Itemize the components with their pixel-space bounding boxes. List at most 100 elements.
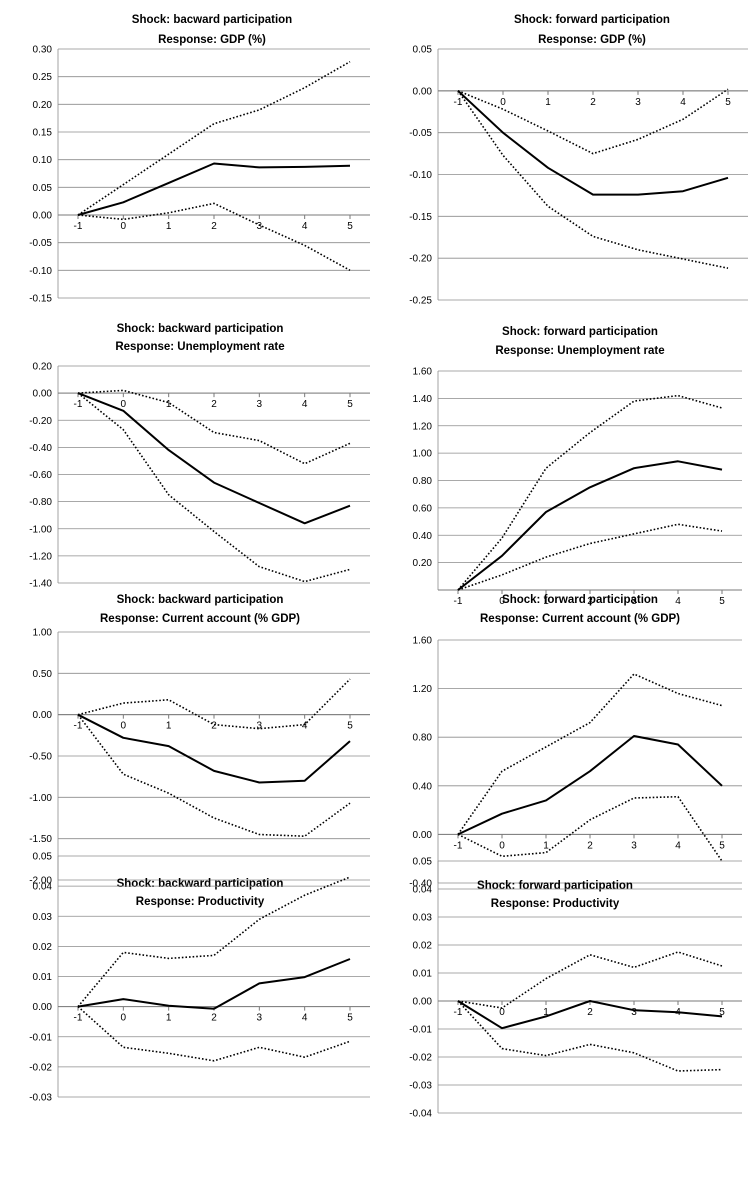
x-tick-label: -1 xyxy=(74,1013,83,1024)
series-line-confidence-band xyxy=(457,673,723,835)
x-tick-label: 1 xyxy=(166,721,172,732)
y-tick-label: 0.02 xyxy=(33,942,53,953)
x-tick-label: -1 xyxy=(74,721,83,732)
x-tick-label: 4 xyxy=(302,721,308,732)
chart-subtitle: Response: Unemployment rate xyxy=(115,341,284,353)
y-tick-label: -0.10 xyxy=(29,266,52,277)
chart-2: Shock: forward participation Response: GD… xyxy=(409,14,748,307)
series-line-estimate xyxy=(77,713,351,784)
series-line-confidence-band xyxy=(457,523,723,591)
x-tick-label: 2 xyxy=(211,721,217,732)
y-tick-label: 0.00 xyxy=(33,1002,53,1013)
x-tick-label: 1 xyxy=(166,221,172,232)
chart-subtitle: Response: Productivity xyxy=(136,896,265,908)
y-tick-label: -0.40 xyxy=(409,879,432,890)
x-tick-label: 3 xyxy=(257,399,263,410)
chart-subtitle: Response: Productivity xyxy=(491,898,620,910)
x-tick-label: 3 xyxy=(257,721,263,732)
x-tick-label: 3 xyxy=(257,221,263,232)
y-tick-label: -0.05 xyxy=(409,128,432,139)
y-tick-label: 0.02 xyxy=(413,941,433,952)
x-tick-label: 2 xyxy=(211,221,217,232)
y-tick-label: 0.00 xyxy=(33,211,53,222)
x-tick-label: 1 xyxy=(545,97,551,108)
chart-subtitle: Response: GDP (%) xyxy=(158,34,266,46)
x-tick-label: 0 xyxy=(499,1007,505,1018)
x-tick-label: 0 xyxy=(121,221,127,232)
chart-6: Shock: forward participation Response: Cu… xyxy=(409,594,742,890)
x-tick-label: 0 xyxy=(121,399,127,410)
x-tick-label: 3 xyxy=(631,1007,637,1018)
y-tick-label: -0.02 xyxy=(29,1062,52,1073)
chart-subtitle: Response: GDP (%) xyxy=(538,34,646,46)
x-tick-label: 3 xyxy=(257,1013,263,1024)
y-tick-label: -0.80 xyxy=(29,497,52,508)
y-tick-label: -1.50 xyxy=(29,834,52,845)
x-tick-label: -1 xyxy=(454,840,463,851)
x-tick-label: 2 xyxy=(587,1007,593,1018)
chart-1: Shock: bacward participation Response: GD… xyxy=(29,14,370,305)
y-tick-label: 0.80 xyxy=(413,476,433,487)
series-line-estimate xyxy=(77,958,351,1010)
y-tick-label: -0.60 xyxy=(29,470,52,481)
y-tick-label: 0.30 xyxy=(33,45,53,56)
y-tick-label: 1.60 xyxy=(413,367,433,378)
y-tick-label: 0.60 xyxy=(413,503,433,514)
y-tick-label: 1.00 xyxy=(33,628,53,639)
chart-title: Shock: backward participation xyxy=(117,878,284,890)
y-tick-label: 0.00 xyxy=(413,997,433,1008)
series-line-estimate xyxy=(457,735,723,836)
y-tick-label: -2.00 xyxy=(29,876,52,887)
chart-title: Shock: backward participation xyxy=(117,594,284,606)
x-tick-label: 5 xyxy=(719,1007,725,1018)
x-tick-label: 1 xyxy=(543,596,549,607)
y-tick-label: -0.50 xyxy=(29,752,52,763)
y-tick-label: -0.01 xyxy=(29,1032,52,1043)
y-tick-label: -1.40 xyxy=(29,579,52,590)
y-tick-label: -1.20 xyxy=(29,551,52,562)
x-tick-label: 2 xyxy=(211,399,217,410)
y-tick-label: -0.25 xyxy=(409,296,432,307)
x-tick-label: -1 xyxy=(74,399,83,410)
y-tick-label: 0.05 xyxy=(413,45,433,56)
series-line-confidence-band xyxy=(77,1006,351,1062)
y-tick-label: -0.20 xyxy=(29,416,52,427)
x-tick-label: -1 xyxy=(74,221,83,232)
chart-title: Shock: forward participation xyxy=(502,594,658,606)
y-tick-label: -0.03 xyxy=(29,1093,52,1104)
x-tick-label: 0 xyxy=(121,721,127,732)
y-tick-label: -0.03 xyxy=(409,1081,432,1092)
y-tick-label: 0.40 xyxy=(413,781,433,792)
x-tick-label: 0 xyxy=(121,1013,127,1024)
y-tick-label: 0.20 xyxy=(33,100,53,111)
x-tick-label: 1 xyxy=(166,399,172,410)
y-tick-label: 0.03 xyxy=(33,912,53,923)
chart-3: Shock: backward participation Response: U… xyxy=(29,323,370,590)
x-tick-label: 1 xyxy=(166,1013,172,1024)
y-tick-label: -0.40 xyxy=(29,443,52,454)
y-tick-label: 1.20 xyxy=(413,684,433,695)
y-tick-label: 0.05 xyxy=(33,183,53,194)
x-tick-label: 5 xyxy=(347,221,353,232)
x-tick-label: 4 xyxy=(675,840,681,851)
series-line-confidence-band xyxy=(77,678,351,730)
chart-subtitle: Response: Current account (% GDP) xyxy=(100,613,300,625)
y-tick-label: 0.50 xyxy=(33,669,53,680)
y-tick-label: 0.20 xyxy=(413,558,433,569)
y-tick-label: -1.00 xyxy=(29,524,52,535)
x-tick-label: 3 xyxy=(631,840,637,851)
chart-4: Shock: forward participation Response: Un… xyxy=(413,326,742,607)
x-tick-label: 2 xyxy=(587,596,593,607)
y-tick-label: 1.00 xyxy=(413,449,433,460)
x-tick-label: 3 xyxy=(631,596,637,607)
series-line-confidence-band xyxy=(457,951,723,1009)
y-tick-label: 0.00 xyxy=(413,86,433,97)
y-tick-label: 0.25 xyxy=(33,72,53,83)
series-line-estimate xyxy=(457,90,729,196)
x-tick-label: 2 xyxy=(211,1013,217,1024)
x-tick-label: 5 xyxy=(347,1013,353,1024)
x-tick-label: 4 xyxy=(302,1013,308,1024)
y-tick-label: 0.04 xyxy=(33,882,53,893)
y-tick-label: 0.20 xyxy=(33,362,53,373)
y-tick-label: 1.20 xyxy=(413,421,433,432)
